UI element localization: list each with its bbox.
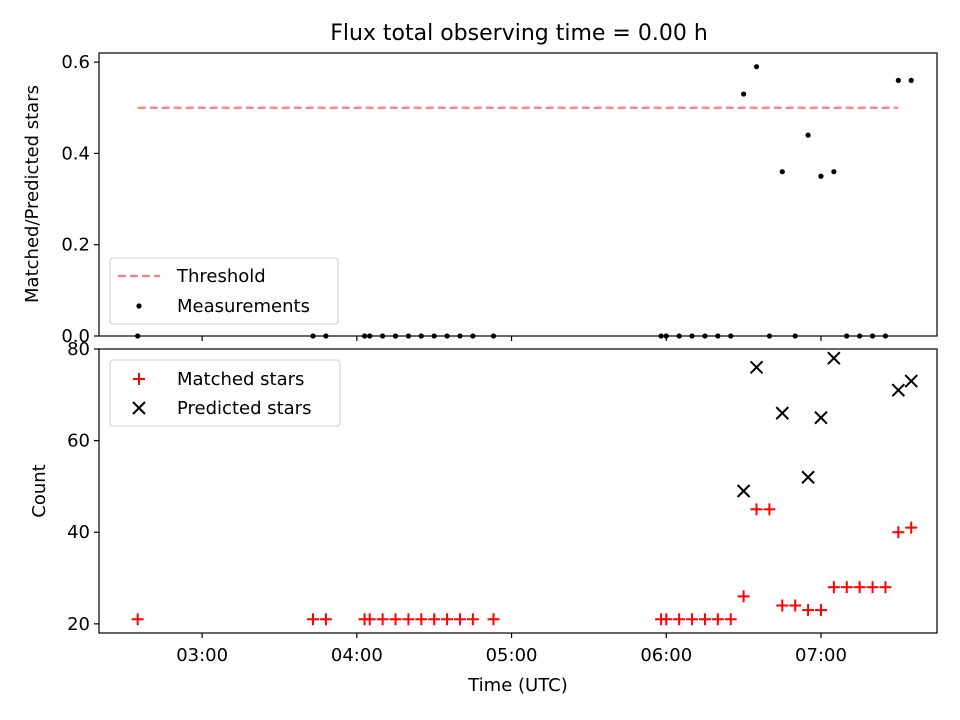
- predicted-stars-point: [736, 484, 751, 498]
- predicted-stars-point: [775, 406, 789, 420]
- bottom-axes-frame: [98, 348, 938, 634]
- x-tick-label: 03:00: [176, 645, 228, 666]
- predicted-legend-swatch: [132, 401, 146, 415]
- threshold-legend-label: Threshold: [176, 266, 266, 287]
- x-tick-label: 07:00: [795, 645, 847, 666]
- matched-stars-point: [711, 613, 724, 626]
- top-legend-box: [109, 257, 339, 325]
- matched-stars-point: [441, 613, 454, 626]
- matched-stars-point: [487, 613, 500, 626]
- bot-y-tick-label: 40: [67, 522, 90, 543]
- matched-stars-point: [389, 613, 402, 626]
- matched-stars-point: [376, 613, 389, 626]
- measurement-point: [831, 169, 837, 175]
- measurement-point: [805, 132, 811, 138]
- matched-stars-point: [853, 581, 866, 594]
- bottom-legend: Matched stars Predicted stars: [109, 359, 341, 427]
- matched-stars-point: [802, 604, 815, 617]
- x-tick-label: 05:00: [486, 645, 538, 666]
- measurement-point: [908, 77, 914, 83]
- predicted-stars-point: [749, 360, 764, 375]
- matched-stars-point: [827, 581, 840, 594]
- measurement-point: [818, 173, 824, 179]
- matched-stars-point: [402, 613, 415, 626]
- top-y-tick-label: 0.2: [61, 235, 90, 256]
- matched-stars-point: [698, 613, 711, 626]
- top-legend: Threshold Measurements: [109, 257, 339, 325]
- bottom-y-ticks: 20 40 60 80: [67, 339, 99, 635]
- matched-stars-point: [428, 613, 441, 626]
- bottom-legend-box: [109, 359, 341, 427]
- measurement-point: [753, 64, 760, 70]
- matched-stars-point: [737, 590, 750, 603]
- top-axes-frame: [98, 52, 938, 337]
- top-y-tick-label: 0.0: [61, 326, 90, 347]
- bottom-y-axis-label: Count: [29, 464, 50, 517]
- matched-stars-point: [814, 604, 827, 617]
- bot-y-tick-label: 20: [67, 614, 90, 635]
- matched-stars-point: [892, 526, 905, 539]
- bottom-x-ticks: 03:00 04:00 05:00 06:00 07:00: [176, 633, 847, 666]
- matched-stars-point: [789, 599, 802, 612]
- matched-stars-point: [840, 581, 853, 594]
- top-y-tick-label: 0.4: [61, 143, 90, 164]
- predicted-stars-point: [827, 351, 841, 365]
- bottom-panel: 20 40 60 80 03:00 04:00 05:00 06:00 07:00 Count…: [29, 339, 938, 696]
- measurements-legend-swatch: [136, 303, 142, 309]
- measurement-point: [741, 91, 747, 97]
- bot-y-tick-label: 60: [67, 431, 90, 452]
- matched-stars-point: [724, 613, 737, 626]
- matched-stars-point: [776, 599, 789, 612]
- measurements-legend-label: Measurements: [177, 296, 310, 317]
- predicted-stars-point: [814, 411, 828, 425]
- matched-stars-point: [686, 613, 699, 626]
- predicted-legend-label: Predicted stars: [177, 398, 311, 419]
- matched-stars-point: [750, 503, 763, 516]
- bot-y-tick-label: 80: [67, 339, 90, 360]
- top-panel: 0.0 0.2 0.4 0.6 Matched/Predicted stars Thr…: [22, 52, 938, 347]
- bottom-x-axis-label: Time (UTC): [467, 675, 568, 696]
- predicted-stars-point: [801, 470, 815, 484]
- matched-stars-point: [905, 521, 918, 534]
- matched-legend-label: Matched stars: [177, 369, 304, 390]
- chart-title: Flux total observing time = 0.00 h: [330, 21, 708, 46]
- matched-stars-point: [363, 613, 376, 626]
- bottom-plot-area: [131, 351, 918, 626]
- top-y-ticks: 0.0 0.2 0.4 0.6: [61, 52, 99, 347]
- top-y-tick-label: 0.6: [61, 52, 90, 73]
- top-y-axis-label: Matched/Predicted stars: [22, 85, 43, 303]
- matched-stars-point: [131, 613, 144, 626]
- measurement-point: [895, 77, 901, 83]
- predicted-stars-point: [904, 374, 918, 388]
- matched-legend-swatch: [133, 373, 145, 385]
- matched-stars-point: [307, 613, 320, 626]
- x-tick-label: 06:00: [640, 645, 692, 666]
- matched-stars-point: [879, 581, 892, 594]
- matched-stars-point: [763, 503, 776, 516]
- matched-stars-point: [673, 613, 686, 626]
- matched-stars-point: [415, 613, 428, 626]
- matched-stars-point: [453, 613, 466, 626]
- x-tick-label: 04:00: [331, 645, 383, 666]
- matched-stars-point: [660, 613, 673, 626]
- predicted-stars-point: [891, 383, 906, 397]
- measurement-point: [779, 169, 785, 175]
- matched-stars-point: [866, 581, 879, 594]
- matched-stars-point: [466, 613, 479, 626]
- matched-stars-point: [319, 613, 332, 626]
- top-x-ticks: [201, 336, 822, 341]
